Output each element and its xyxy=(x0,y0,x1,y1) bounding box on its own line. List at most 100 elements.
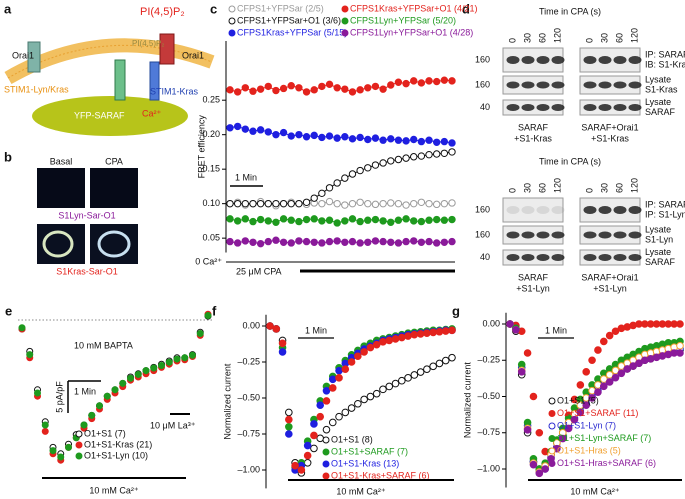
data-point xyxy=(356,166,364,175)
data-point xyxy=(249,87,257,95)
data-point xyxy=(394,78,403,86)
row-label: IP: SARAF xyxy=(645,199,685,209)
data-point xyxy=(341,201,349,209)
lane-label: 120 xyxy=(629,28,639,43)
legend-label: O1+S1+SARAF (7) xyxy=(331,446,408,456)
data-point xyxy=(333,219,341,227)
data-point xyxy=(285,415,293,424)
data-point xyxy=(599,337,608,346)
data-point xyxy=(594,346,602,354)
y-axis-label: Normalized current xyxy=(222,363,232,440)
data-point xyxy=(379,199,387,208)
data-point xyxy=(379,237,387,246)
data-point xyxy=(279,84,288,93)
data-point xyxy=(417,137,426,146)
data-point xyxy=(302,215,311,224)
label: Ca²⁺ xyxy=(142,108,162,118)
data-point xyxy=(348,88,357,96)
band xyxy=(628,56,642,64)
data-point xyxy=(341,133,349,141)
data-point xyxy=(570,415,579,424)
data-point xyxy=(18,324,26,332)
legend-marker xyxy=(322,460,330,468)
data-point xyxy=(233,199,242,208)
column-label: CPA xyxy=(105,156,123,166)
data-point xyxy=(517,368,526,376)
data-point xyxy=(26,351,34,359)
data-point xyxy=(310,238,318,246)
data-point xyxy=(341,408,350,417)
data-point xyxy=(310,194,318,202)
data-point xyxy=(448,77,456,85)
y-tick-label: –0.25 xyxy=(237,356,260,366)
data-point xyxy=(295,199,303,208)
data-point xyxy=(196,329,204,337)
data-point xyxy=(134,370,142,378)
data-point xyxy=(303,459,312,467)
data-point xyxy=(379,338,387,346)
data-point xyxy=(354,399,362,408)
data-point xyxy=(448,353,456,362)
data-point xyxy=(325,197,334,206)
data-point xyxy=(425,150,433,159)
data-point xyxy=(440,216,449,224)
data-point xyxy=(676,341,684,350)
panel-label: g xyxy=(452,303,460,318)
er xyxy=(32,96,188,136)
legend-label: O1+S1-Kras+SARAF (6) xyxy=(331,470,430,480)
band xyxy=(628,206,642,214)
data-point xyxy=(425,237,433,246)
data-point xyxy=(41,427,49,435)
legend-label: O1+S1+SARAF (11) xyxy=(557,408,638,418)
data-point xyxy=(432,200,441,209)
data-point xyxy=(416,330,425,338)
data-point xyxy=(558,434,567,443)
band xyxy=(583,254,597,261)
row-label: S1-Kras xyxy=(645,84,678,94)
band xyxy=(598,206,612,214)
data-point xyxy=(441,327,450,335)
y-tick-label: 0.10 xyxy=(202,198,220,208)
data-point xyxy=(272,199,280,208)
y-tick-label: 0.25 xyxy=(202,95,220,105)
legend-marker xyxy=(341,29,349,37)
band xyxy=(613,81,627,89)
data-point xyxy=(241,125,250,133)
data-point xyxy=(233,88,242,96)
cpa-label: 25 μM CPA xyxy=(236,266,282,276)
data-point xyxy=(335,374,343,382)
data-point xyxy=(348,215,357,223)
data-point xyxy=(189,351,196,359)
data-point xyxy=(364,216,372,224)
band xyxy=(536,231,550,239)
data-point xyxy=(256,85,265,93)
data-point xyxy=(523,349,532,357)
data-point xyxy=(611,366,620,375)
data-point xyxy=(402,201,410,209)
legend-label: CFPS1Lyn+YFPSar (5/20) xyxy=(350,15,456,25)
data-point xyxy=(366,343,375,352)
row-label: S1Lyn-Sar-O1 xyxy=(58,210,115,220)
data-point xyxy=(394,216,403,224)
data-point xyxy=(335,412,343,421)
data-point xyxy=(272,236,280,244)
data-point xyxy=(410,77,418,85)
data-point xyxy=(371,237,380,245)
data-point xyxy=(226,199,234,208)
data-point xyxy=(385,336,394,345)
data-point xyxy=(303,451,312,460)
data-point xyxy=(623,365,632,373)
scale-label: 1 Min xyxy=(305,325,327,335)
band xyxy=(598,231,612,239)
data-point xyxy=(448,237,456,246)
data-point xyxy=(629,362,637,370)
data-point xyxy=(303,441,312,450)
data-point xyxy=(417,79,426,87)
data-point xyxy=(150,364,158,372)
legend-marker xyxy=(341,17,349,25)
scale-label: 1 Min xyxy=(545,325,567,335)
legend-label: O1+S1 (5) xyxy=(557,395,599,405)
data-point xyxy=(432,138,441,146)
data-point xyxy=(417,198,426,206)
data-point xyxy=(611,327,620,336)
